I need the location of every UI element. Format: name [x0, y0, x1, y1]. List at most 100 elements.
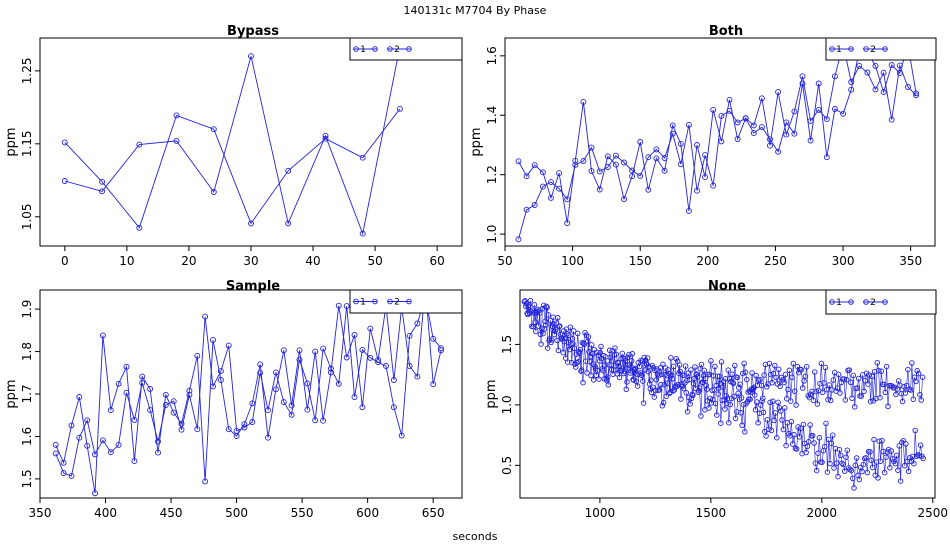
data-point	[531, 302, 538, 308]
data-point	[812, 460, 819, 466]
data-point	[806, 394, 813, 401]
data-point	[848, 79, 855, 85]
data-point	[304, 380, 311, 387]
series-line	[64, 46, 401, 236]
data-point	[147, 385, 154, 392]
data-point	[604, 164, 611, 170]
data-point	[821, 443, 828, 450]
data-point	[99, 188, 106, 195]
data-point	[578, 368, 584, 374]
x-tick-label: 650	[422, 506, 445, 520]
data-point	[766, 426, 772, 433]
data-point	[588, 168, 595, 175]
data-point	[691, 375, 697, 382]
data-point	[670, 388, 676, 394]
y-tick-label: 1.0	[485, 225, 499, 244]
data-point	[624, 379, 630, 385]
data-point	[791, 108, 798, 115]
data-point	[692, 385, 699, 392]
data-point	[225, 426, 232, 433]
data-point	[903, 441, 909, 447]
data-point	[658, 371, 665, 378]
x-tick-label: 30	[243, 254, 258, 268]
data-point	[587, 353, 594, 360]
data-point	[864, 469, 871, 476]
data-point	[225, 342, 232, 349]
data-point	[136, 224, 143, 231]
data-point	[734, 374, 741, 381]
data-point	[833, 460, 840, 466]
data-point	[883, 454, 889, 460]
data-point	[835, 473, 841, 480]
y-tick-label: 1.9	[20, 300, 34, 319]
data-point	[761, 372, 767, 378]
data-point	[839, 460, 845, 466]
data-point	[76, 434, 83, 441]
data-point	[595, 352, 602, 359]
data-point	[629, 167, 636, 174]
data-point	[849, 395, 855, 401]
data-point	[758, 124, 765, 131]
data-point	[666, 370, 672, 377]
data-point	[616, 374, 623, 381]
data-point	[913, 90, 920, 97]
series-line	[64, 108, 401, 229]
legend-marker	[372, 46, 378, 52]
data-point	[809, 432, 816, 439]
legend-marker	[882, 46, 888, 52]
series-1	[515, 40, 920, 227]
data-point	[186, 391, 193, 398]
legend-marker	[848, 46, 854, 52]
data-point	[605, 382, 612, 388]
y-tick-label: 1.15	[20, 130, 34, 157]
data-point	[327, 365, 334, 372]
data-point	[249, 419, 256, 425]
data-point	[844, 447, 851, 453]
data-point	[623, 386, 630, 393]
data-point	[700, 373, 707, 379]
data-point	[716, 373, 723, 380]
data-point	[545, 312, 552, 318]
data-point	[202, 478, 209, 485]
data-point	[825, 396, 831, 403]
data-point	[634, 371, 640, 378]
data-point	[76, 394, 83, 400]
data-point	[265, 434, 271, 441]
data-point	[736, 396, 743, 403]
data-point	[626, 351, 632, 358]
data-point	[668, 355, 674, 361]
data-point	[880, 89, 887, 96]
data-point	[893, 391, 899, 398]
data-point	[566, 332, 572, 339]
data-point	[889, 456, 896, 462]
data-point	[594, 349, 600, 356]
data-point	[568, 359, 575, 366]
data-point	[888, 448, 895, 454]
data-point	[840, 110, 847, 117]
data-point	[877, 394, 883, 401]
data-point	[842, 397, 849, 403]
plot-frame	[504, 37, 936, 247]
data-point	[747, 396, 753, 403]
data-point	[771, 417, 777, 424]
data-point	[916, 452, 922, 459]
legend-entry-label: 2	[394, 45, 400, 55]
data-point	[715, 391, 721, 397]
data-point	[645, 154, 652, 161]
data-point	[822, 364, 829, 371]
data-point	[430, 335, 437, 342]
data-point	[590, 361, 596, 367]
data-point	[542, 322, 549, 328]
data-point	[257, 369, 264, 376]
data-point	[880, 69, 887, 76]
data-point	[827, 397, 834, 404]
data-point	[272, 386, 279, 393]
data-point	[523, 300, 530, 307]
data-point	[718, 138, 725, 145]
data-point	[202, 313, 209, 320]
panel-title: Sample	[226, 279, 280, 294]
data-point	[869, 373, 875, 380]
data-point	[710, 106, 717, 113]
